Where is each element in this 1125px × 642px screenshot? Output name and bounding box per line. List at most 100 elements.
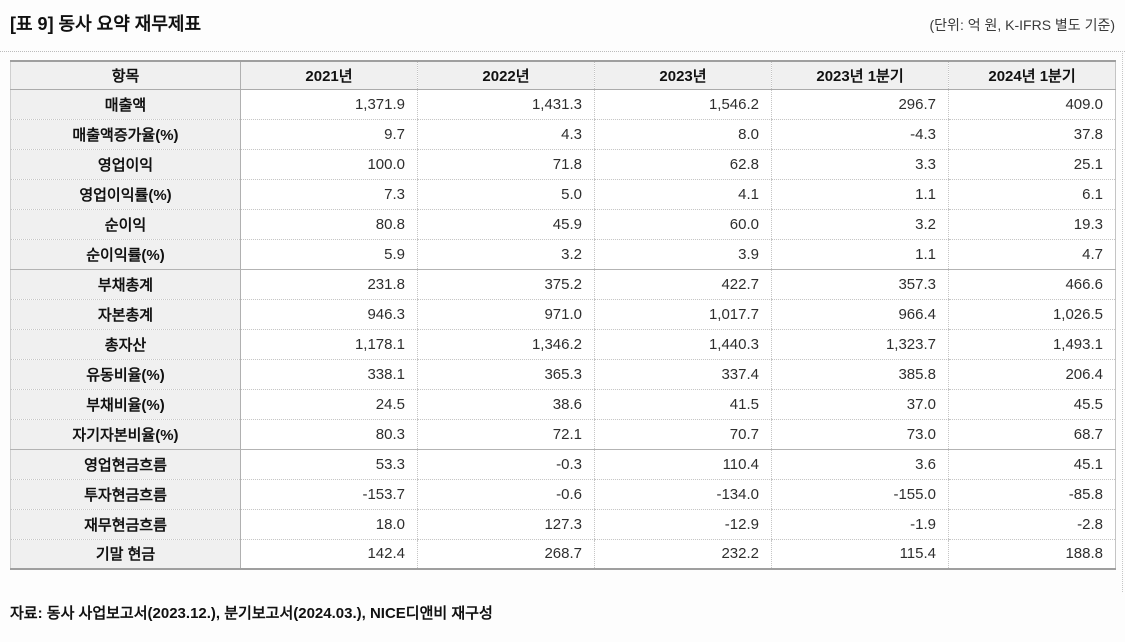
value-cell: 7.3 <box>240 179 418 210</box>
value-cell: 409.0 <box>948 89 1116 120</box>
table-row: 투자현금흐름 -153.7 -0.6 -134.0 -155.0 -85.8 <box>10 479 1116 510</box>
column-header-2024-q1: 2024년 1분기 <box>948 61 1116 90</box>
row-label-cell: 매출액 <box>10 89 241 120</box>
value-cell: 4.1 <box>594 179 772 210</box>
row-label-cell: 기말 현금 <box>10 539 241 569</box>
column-header-2023-q1: 2023년 1분기 <box>771 61 949 90</box>
right-dotted-edge <box>1122 51 1123 592</box>
table-row: 자본총계 946.3 971.0 1,017.7 966.4 1,026.5 <box>10 299 1116 330</box>
row-label-cell: 부채비율(%) <box>10 389 241 420</box>
value-cell: 110.4 <box>594 449 772 480</box>
header-row: 항목 2021년 2022년 2023년 2023년 1분기 2024년 1분기 <box>10 61 1116 90</box>
value-cell: -0.3 <box>417 449 595 480</box>
value-cell: 296.7 <box>771 89 949 120</box>
value-cell: 971.0 <box>417 299 595 330</box>
value-cell: 1,493.1 <box>948 329 1116 360</box>
row-label-cell: 재무현금흐름 <box>10 509 241 540</box>
value-cell: -153.7 <box>240 479 418 510</box>
value-cell: 72.1 <box>417 419 595 450</box>
row-label-cell: 투자현금흐름 <box>10 479 241 510</box>
source-note: 자료: 동사 사업보고서(2023.12.), 분기보고서(2024.03.),… <box>10 605 493 622</box>
table-row: 재무현금흐름 18.0 127.3 -12.9 -1.9 -2.8 <box>10 509 1116 540</box>
value-cell: -12.9 <box>594 509 772 540</box>
table-row: 순이익률(%) 5.9 3.2 3.9 1.1 4.7 <box>10 239 1116 270</box>
table-row: 순이익 80.8 45.9 60.0 3.2 19.3 <box>10 209 1116 240</box>
value-cell: 37.8 <box>948 119 1116 150</box>
row-label-cell: 영업이익률(%) <box>10 179 241 210</box>
table-row: 총자산 1,178.1 1,346.2 1,440.3 1,323.7 1,493.1 <box>10 329 1116 360</box>
value-cell: -155.0 <box>771 479 949 510</box>
value-cell: 45.1 <box>948 449 1116 480</box>
value-cell: 357.3 <box>771 269 949 300</box>
column-header-2022: 2022년 <box>417 61 595 90</box>
row-label-cell: 영업현금흐름 <box>10 449 241 480</box>
value-cell: 24.5 <box>240 389 418 420</box>
value-cell: 337.4 <box>594 359 772 390</box>
table-header-bar: [표 9] 동사 요약 재무제표 (단위: 억 원, K-IFRS 별도 기준) <box>10 10 1115 36</box>
table-title: [표 9] 동사 요약 재무제표 <box>10 14 202 34</box>
value-cell: 71.8 <box>417 149 595 180</box>
top-dotted-rule <box>0 51 1125 52</box>
value-cell: 422.7 <box>594 269 772 300</box>
value-cell: 41.5 <box>594 389 772 420</box>
value-cell: 1.1 <box>771 179 949 210</box>
value-cell: 1,017.7 <box>594 299 772 330</box>
table-row: 부채비율(%) 24.5 38.6 41.5 37.0 45.5 <box>10 389 1116 420</box>
value-cell: -4.3 <box>771 119 949 150</box>
value-cell: 19.3 <box>948 209 1116 240</box>
column-header-2023: 2023년 <box>594 61 772 90</box>
table-row: 유동비율(%) 338.1 365.3 337.4 385.8 206.4 <box>10 359 1116 390</box>
table-row: 매출액 1,371.9 1,431.3 1,546.2 296.7 409.0 <box>10 89 1116 120</box>
value-cell: -0.6 <box>417 479 595 510</box>
value-cell: 115.4 <box>771 539 949 569</box>
value-cell: 946.3 <box>240 299 418 330</box>
value-cell: 9.7 <box>240 119 418 150</box>
value-cell: -134.0 <box>594 479 772 510</box>
value-cell: 80.3 <box>240 419 418 450</box>
row-label-cell: 순이익률(%) <box>10 239 241 270</box>
value-cell: 62.8 <box>594 149 772 180</box>
value-cell: 232.2 <box>594 539 772 569</box>
row-label-cell: 자기자본비율(%) <box>10 419 241 450</box>
value-cell: 73.0 <box>771 419 949 450</box>
value-cell: 1,440.3 <box>594 329 772 360</box>
table-row: 기말 현금 142.4 268.7 232.2 115.4 188.8 <box>10 539 1116 569</box>
value-cell: 80.8 <box>240 209 418 240</box>
value-cell: 3.3 <box>771 149 949 180</box>
value-cell: 375.2 <box>417 269 595 300</box>
row-label-cell: 매출액증가율(%) <box>10 119 241 150</box>
value-cell: 60.0 <box>594 209 772 240</box>
value-cell: 1,371.9 <box>240 89 418 120</box>
value-cell: 966.4 <box>771 299 949 330</box>
value-cell: 1,346.2 <box>417 329 595 360</box>
value-cell: 268.7 <box>417 539 595 569</box>
value-cell: 1,178.1 <box>240 329 418 360</box>
table-body: 매출액 1,371.9 1,431.3 1,546.2 296.7 409.0 매출액증가율… <box>10 89 1116 569</box>
value-cell: 38.6 <box>417 389 595 420</box>
value-cell: 338.1 <box>240 359 418 390</box>
value-cell: -85.8 <box>948 479 1116 510</box>
row-label-cell: 총자산 <box>10 329 241 360</box>
value-cell: 5.9 <box>240 239 418 270</box>
value-cell: 4.7 <box>948 239 1116 270</box>
value-cell: 385.8 <box>771 359 949 390</box>
value-cell: 25.1 <box>948 149 1116 180</box>
financial-summary-table: 항목 2021년 2022년 2023년 2023년 1분기 2024년 1분기… <box>10 60 1116 570</box>
value-cell: 3.9 <box>594 239 772 270</box>
unit-note: (단위: 억 원, K-IFRS 별도 기준) <box>929 17 1115 33</box>
value-cell: 4.3 <box>417 119 595 150</box>
value-cell: 45.5 <box>948 389 1116 420</box>
value-cell: 68.7 <box>948 419 1116 450</box>
value-cell: 45.9 <box>417 209 595 240</box>
row-label-cell: 순이익 <box>10 209 241 240</box>
column-header-2021: 2021년 <box>240 61 418 90</box>
row-label-cell: 영업이익 <box>10 149 241 180</box>
value-cell: 70.7 <box>594 419 772 450</box>
value-cell: 18.0 <box>240 509 418 540</box>
value-cell: 1.1 <box>771 239 949 270</box>
value-cell: 6.1 <box>948 179 1116 210</box>
value-cell: 127.3 <box>417 509 595 540</box>
table-row: 자기자본비율(%) 80.3 72.1 70.7 73.0 68.7 <box>10 419 1116 450</box>
value-cell: 365.3 <box>417 359 595 390</box>
